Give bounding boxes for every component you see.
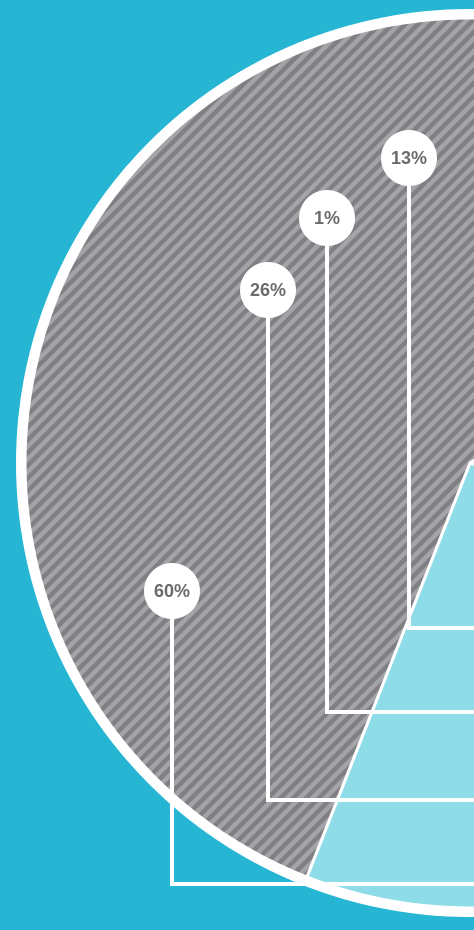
label-bubble-1 — [381, 130, 437, 186]
label-bubble-2 — [299, 190, 355, 246]
slice-label-1: 13% — [391, 148, 427, 168]
slice-label-3: 26% — [250, 280, 286, 300]
label-bubble-4 — [144, 563, 200, 619]
leader-line-2 — [325, 218, 474, 714]
pie-slice-4 — [23, 16, 474, 879]
leader-line-1 — [407, 158, 474, 630]
pie-slice-3 — [305, 461, 474, 910]
label-bubble-3 — [240, 262, 296, 318]
slice-label-2: 1% — [314, 208, 340, 228]
leader-line-3 — [266, 290, 474, 802]
leader-line-4 — [170, 591, 474, 886]
slice-label-4: 60% — [154, 581, 190, 601]
